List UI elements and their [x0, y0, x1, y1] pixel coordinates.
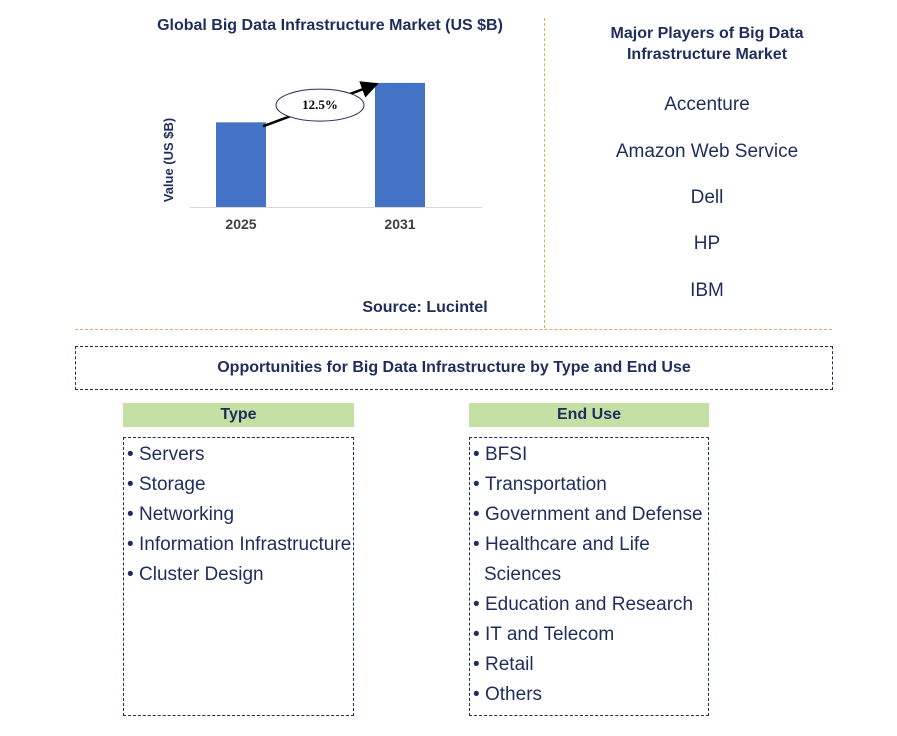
- chart-title: Global Big Data Infrastructure Market (U…: [157, 17, 503, 34]
- list-item-label: Education and Research: [485, 594, 694, 615]
- player-item: Dell: [690, 187, 724, 208]
- opportunities-title: Opportunities for Big Data Infrastructur…: [217, 359, 691, 376]
- list-item-label: Sciences: [484, 564, 562, 585]
- cagr-bubble: [275, 88, 365, 122]
- list-item-label: Servers: [139, 444, 205, 465]
- list-item-label: IT and Telecom: [485, 624, 615, 645]
- x-tick-label: 2031: [384, 216, 415, 232]
- x-tick-label: 2025: [225, 216, 256, 232]
- list-item: • BFSI: [473, 444, 528, 465]
- cagr-label: 12.5%: [302, 97, 338, 112]
- list-item-label: Cluster Design: [139, 564, 264, 585]
- list-item-label: Transportation: [485, 474, 607, 495]
- list-item: • Transportation: [473, 474, 607, 495]
- list-item: • IT and Telecom: [473, 624, 615, 645]
- list-item-label: Networking: [139, 504, 235, 525]
- type-header: Type: [123, 403, 354, 427]
- list-item-label: Others: [485, 684, 543, 705]
- list-item: • Servers: [127, 444, 205, 465]
- list-item: • Networking: [127, 504, 235, 525]
- end-use-list: • BFSI • Transportation • Government and De…: [469, 437, 709, 716]
- list-item: • Others: [473, 684, 543, 705]
- bar-2025: [216, 122, 266, 207]
- list-item: • Government and Defense: [473, 504, 703, 525]
- list-item-label: Healthcare and Life: [485, 534, 650, 555]
- list-item-label: Government and Defense: [485, 504, 703, 525]
- list-item-label: Storage: [139, 474, 206, 495]
- source-note: Source: Lucintel: [362, 299, 488, 316]
- list-item-label: BFSI: [485, 444, 528, 465]
- horizontal-divider: [75, 329, 832, 330]
- type-list: • Servers • Storage • Networking • Informati…: [123, 437, 354, 716]
- list-item: • Storage: [127, 474, 206, 495]
- player-item: HP: [693, 233, 721, 254]
- player-item: Accenture: [664, 94, 750, 115]
- list-item-label: Retail: [485, 654, 534, 675]
- end-use-header-label: End Use: [556, 406, 621, 423]
- opportunities-title-box: Opportunities for Big Data Infrastructur…: [75, 346, 833, 390]
- vertical-divider: [544, 18, 545, 328]
- player-item: IBM: [690, 280, 724, 301]
- y-axis-label: Value (US $B): [161, 118, 176, 203]
- bar-chart: Value (US $B) 2025 2031 12.5%: [161, 81, 482, 232]
- end-use-header: End Use: [469, 403, 709, 427]
- player-item: Amazon Web Service: [615, 141, 799, 162]
- list-item: • Education and Research: [473, 594, 694, 615]
- list-item: • Retail: [473, 654, 534, 675]
- bar-2031: [375, 82, 425, 207]
- list-item: • Information Infrastructure: [127, 534, 352, 555]
- list-item-label: Information Infrastructure: [139, 534, 352, 555]
- list-item-continuation: Sciences: [473, 560, 708, 590]
- players-title: Major Players of Big Data Infrastructure…: [610, 25, 804, 63]
- type-header-label: Type: [220, 406, 257, 423]
- list-item: • Cluster Design: [127, 564, 264, 585]
- list-item: • Healthcare and Life: [473, 534, 650, 555]
